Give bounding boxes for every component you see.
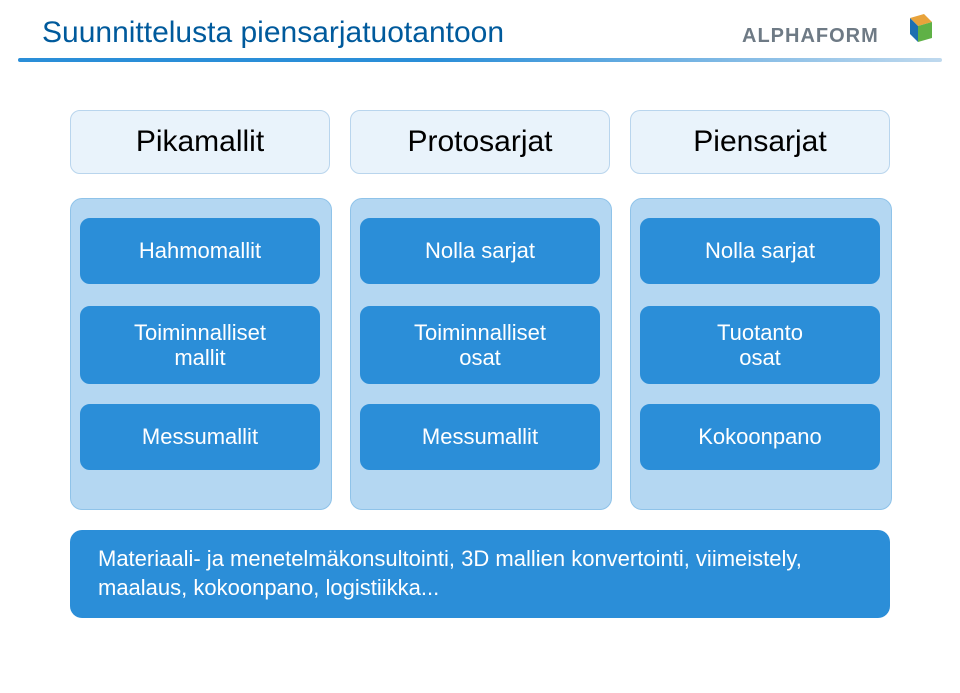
cube-icon [910, 14, 932, 42]
cell-r1c1: Hahmomallit [80, 218, 320, 284]
cell-r2c1: Toiminnallisetmallit [80, 306, 320, 384]
page-title: Suunnittelusta piensarjatuotantoon [42, 16, 504, 50]
cell-r2c3-text: Tuotantoosat [717, 320, 803, 371]
col-header-3: Piensarjat [630, 110, 890, 174]
cell-r1c2: Nolla sarjat [360, 218, 600, 284]
logo-text: ALPHAFORM [742, 25, 879, 47]
cell-r3c1: Messumallit [80, 404, 320, 470]
footer-cell: Materiaali- ja menetelmäkonsultointi, 3D… [70, 530, 890, 618]
cell-r1c3: Nolla sarjat [640, 218, 880, 284]
cell-r2c3: Tuotantoosat [640, 306, 880, 384]
col-header-2: Protosarjat [350, 110, 610, 174]
header-divider [18, 58, 942, 62]
cell-r2c2: Toiminnallisetosat [360, 306, 600, 384]
header: Suunnittelusta piensarjatuotantoon ALPHA… [0, 0, 960, 68]
cell-r2c1-text: Toiminnallisetmallit [134, 320, 266, 371]
cell-r2c2-text: Toiminnallisetosat [414, 320, 546, 371]
col-header-1: Pikamallit [70, 110, 330, 174]
cell-r3c3: Kokoonpano [640, 404, 880, 470]
cell-r3c2: Messumallit [360, 404, 600, 470]
brand-logo: ALPHAFORM [742, 12, 932, 52]
